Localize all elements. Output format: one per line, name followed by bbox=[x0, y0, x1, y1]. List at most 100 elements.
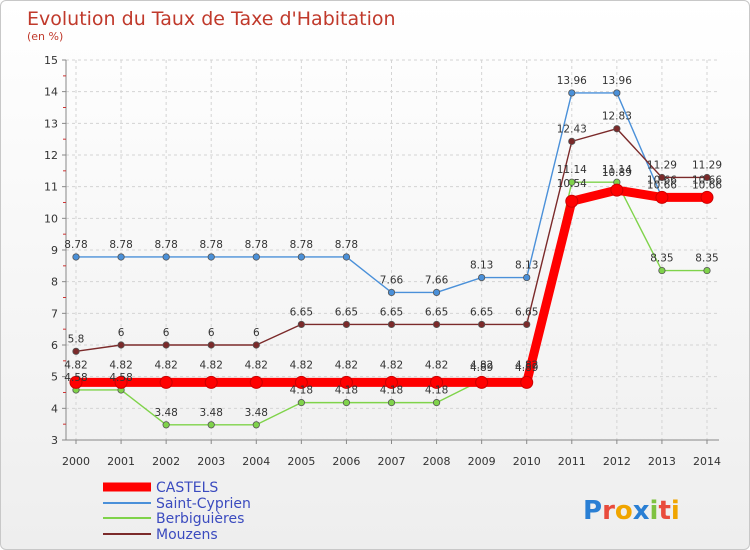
data-label-mouzens: 5.8 bbox=[68, 333, 85, 345]
data-point-castels bbox=[565, 194, 579, 208]
data-point-mouzens bbox=[568, 137, 576, 145]
data-point-berbigui-res bbox=[658, 266, 666, 275]
data-label-saint-cyprien: 8.78 bbox=[200, 239, 223, 251]
data-label-berbigui-res: 4.18 bbox=[425, 385, 448, 397]
data-point-castels bbox=[249, 375, 263, 389]
data-point-saint-cyprien bbox=[478, 273, 486, 282]
data-label-berbigui-res: 3.48 bbox=[200, 407, 223, 419]
data-label-mouzens: 11.29 bbox=[647, 159, 677, 171]
x-axis-ticks: 2000 2001 2002 2003 2004 2005 2006 2007 2008 2009… bbox=[62, 440, 721, 468]
data-point-saint-cyprien bbox=[252, 253, 260, 261]
x-tick-label: 2002 bbox=[152, 455, 180, 468]
data-label-mouzens: 6.65 bbox=[290, 306, 313, 318]
data-label-mouzens: 6.65 bbox=[470, 306, 493, 318]
data-label-berbigui-res: 3.48 bbox=[154, 407, 177, 419]
data-point-castels bbox=[520, 375, 534, 389]
logo-letter: o bbox=[615, 496, 633, 526]
data-label-saint-cyprien: 8.78 bbox=[109, 239, 132, 251]
logo-letter: i bbox=[671, 496, 680, 526]
data-label-berbigui-res: 3.48 bbox=[245, 407, 268, 419]
data-label-castels: 4.82 bbox=[109, 359, 132, 371]
data-label-saint-cyprien: 8.78 bbox=[290, 239, 313, 251]
data-label-saint-cyprien: 10.66 bbox=[692, 179, 722, 191]
data-label-castels: 4.82 bbox=[335, 359, 358, 371]
data-label-mouzens: 12.83 bbox=[602, 111, 632, 123]
data-point-saint-cyprien bbox=[387, 288, 396, 297]
chart-subtitle: (en %) bbox=[27, 30, 63, 43]
data-point-berbigui-res bbox=[252, 421, 260, 429]
data-label-berbigui-res: 4.58 bbox=[109, 372, 132, 384]
legend-label: Berbiguières bbox=[156, 511, 244, 527]
x-tick-label: 2010 bbox=[513, 455, 541, 468]
data-label-berbigui-res: 4.18 bbox=[335, 385, 358, 397]
data-point-castels bbox=[159, 375, 173, 389]
data-label-castels: 4.82 bbox=[515, 359, 538, 371]
x-tick-label: 2004 bbox=[242, 455, 270, 468]
data-label-mouzens: 6 bbox=[208, 327, 215, 339]
x-tick-label: 2003 bbox=[197, 455, 225, 468]
x-tick-label: 2000 bbox=[62, 455, 90, 468]
y-tick-label: 4 bbox=[51, 402, 58, 415]
x-tick-label: 2012 bbox=[603, 455, 631, 468]
data-label-berbigui-res: 4.89 bbox=[515, 362, 538, 374]
data-point-berbigui-res bbox=[387, 399, 396, 407]
data-point-berbigui-res bbox=[432, 399, 441, 407]
data-label-saint-cyprien: 8.13 bbox=[515, 260, 538, 272]
data-label-saint-cyprien: 8.78 bbox=[245, 239, 268, 251]
data-label-castels: 4.82 bbox=[470, 359, 493, 371]
x-tick-label: 2013 bbox=[648, 455, 676, 468]
data-label-mouzens: 6.65 bbox=[380, 306, 403, 318]
data-label-castels: 10.89 bbox=[602, 167, 632, 179]
data-point-mouzens bbox=[613, 125, 621, 133]
data-point-castels bbox=[204, 375, 218, 389]
data-point-mouzens bbox=[117, 341, 125, 349]
data-label-mouzens: 6 bbox=[118, 327, 125, 339]
chart-title: Evolution du Taux de Taxe d'Habitation bbox=[27, 8, 396, 30]
data-point-saint-cyprien bbox=[568, 89, 576, 97]
logo-letter: r bbox=[602, 496, 615, 526]
data-point-saint-cyprien bbox=[207, 253, 215, 261]
data-label-berbigui-res: 11.14 bbox=[557, 164, 587, 176]
data-point-mouzens bbox=[297, 320, 305, 329]
data-point-castels bbox=[69, 375, 83, 389]
data-point-mouzens bbox=[658, 173, 666, 182]
data-label-castels: 10.66 bbox=[647, 174, 677, 186]
proxiti-logo: Proxiti bbox=[583, 496, 680, 526]
y-tick-label: 7 bbox=[51, 307, 58, 320]
data-point-mouzens bbox=[162, 341, 170, 349]
logo-letter: P bbox=[583, 496, 602, 526]
data-label-berbigui-res: 4.18 bbox=[290, 385, 313, 397]
y-axis-ticks: 3 4 5 6 7 8 9 10 11 12 13 14 15 bbox=[44, 54, 66, 447]
data-point-castels bbox=[655, 190, 669, 204]
data-point-castels bbox=[339, 375, 353, 389]
data-label-berbigui-res: 4.18 bbox=[380, 385, 403, 397]
legend-label: Mouzens bbox=[156, 527, 218, 543]
data-label-saint-cyprien: 8.78 bbox=[64, 239, 87, 251]
data-label-mouzens: 6.65 bbox=[515, 306, 538, 318]
legend-label: CASTELS bbox=[156, 480, 218, 496]
data-label-saint-cyprien: 8.78 bbox=[154, 239, 177, 251]
data-point-mouzens bbox=[387, 320, 396, 329]
data-label-mouzens: 6.65 bbox=[425, 306, 448, 318]
data-point-mouzens bbox=[478, 320, 486, 329]
data-point-mouzens bbox=[252, 341, 260, 349]
y-tick-label: 15 bbox=[44, 54, 58, 67]
data-label-mouzens: 12.43 bbox=[557, 123, 587, 135]
y-tick-label: 5 bbox=[51, 371, 58, 384]
data-label-castels: 4.82 bbox=[245, 359, 268, 371]
data-label-saint-cyprien: 8.13 bbox=[470, 260, 493, 272]
data-label-mouzens: 6 bbox=[253, 327, 260, 339]
data-point-saint-cyprien bbox=[117, 253, 125, 261]
data-label-saint-cyprien: 13.96 bbox=[602, 75, 632, 87]
data-point-mouzens bbox=[207, 341, 215, 349]
data-label-mouzens: 6 bbox=[163, 327, 170, 339]
data-point-saint-cyprien bbox=[297, 253, 305, 261]
data-point-castels bbox=[294, 375, 308, 389]
data-label-castels: 10.66 bbox=[692, 174, 722, 186]
data-label-saint-cyprien: 7.66 bbox=[425, 274, 449, 286]
data-point-berbigui-res bbox=[342, 399, 351, 407]
data-label-saint-cyprien: 7.66 bbox=[380, 274, 404, 286]
data-label-castels: 4.82 bbox=[64, 359, 87, 371]
data-point-castels bbox=[114, 375, 128, 389]
